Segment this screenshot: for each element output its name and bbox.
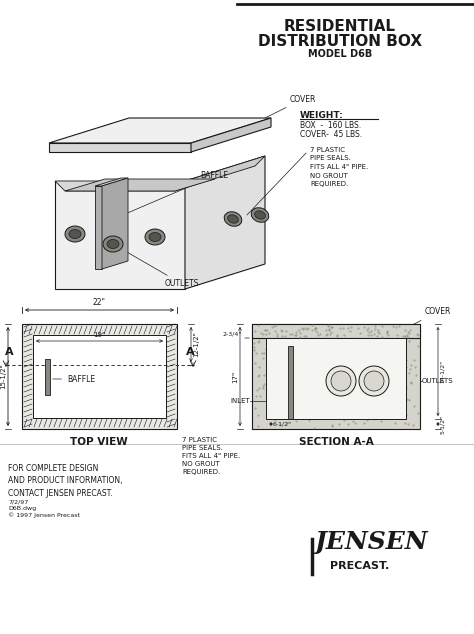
Bar: [252, 324, 420, 429]
Polygon shape: [49, 118, 271, 143]
Circle shape: [364, 371, 384, 391]
Text: INLET: INLET: [230, 398, 250, 404]
Bar: [45, 359, 50, 395]
Text: A: A: [5, 347, 13, 357]
Text: 7/2/97
D6B.dwg
© 1997 Jensen Precast: 7/2/97 D6B.dwg © 1997 Jensen Precast: [8, 499, 80, 518]
Text: SECTION A-A: SECTION A-A: [299, 437, 374, 447]
Ellipse shape: [228, 215, 238, 223]
Circle shape: [331, 371, 351, 391]
Ellipse shape: [103, 236, 123, 252]
Ellipse shape: [69, 230, 81, 238]
Bar: [266, 338, 406, 419]
Polygon shape: [102, 178, 128, 269]
Text: 7 PLASTIC
PIPE SEALS.
FITS ALL 4" PIPE.
NO GROUT
REQUIRED.: 7 PLASTIC PIPE SEALS. FITS ALL 4" PIPE. …: [182, 437, 240, 475]
Text: BAFFLE: BAFFLE: [53, 375, 95, 384]
Text: 5-1/2": 5-1/2": [440, 415, 445, 434]
Text: COVER: COVER: [402, 307, 451, 330]
Polygon shape: [175, 156, 265, 191]
Polygon shape: [95, 178, 128, 186]
Text: RESIDENTIAL: RESIDENTIAL: [284, 19, 396, 34]
Ellipse shape: [65, 226, 85, 242]
Polygon shape: [191, 118, 271, 152]
Text: OUTLETS: OUTLETS: [422, 378, 454, 384]
Polygon shape: [185, 156, 265, 289]
Text: TOP VIEW: TOP VIEW: [70, 437, 128, 447]
Text: 17": 17": [232, 370, 238, 382]
Polygon shape: [55, 181, 185, 191]
Text: PRECAST.: PRECAST.: [330, 561, 389, 571]
Ellipse shape: [145, 229, 165, 245]
Text: 7 PLASTIC
PIPE SEALS.
FITS ALL 4" PIPE.
NO GROUT
REQUIRED.: 7 PLASTIC PIPE SEALS. FITS ALL 4" PIPE. …: [310, 147, 368, 187]
Ellipse shape: [149, 233, 161, 242]
Polygon shape: [55, 181, 185, 289]
Bar: [252, 324, 420, 338]
Text: BOX  -  160 LBS.: BOX - 160 LBS.: [300, 121, 361, 130]
Text: 22": 22": [93, 298, 106, 307]
Ellipse shape: [251, 208, 269, 223]
Bar: [288, 346, 293, 419]
Text: 15-1/2": 15-1/2": [0, 364, 6, 389]
Polygon shape: [95, 186, 102, 269]
Text: A: A: [186, 347, 194, 357]
Text: 12-1/2": 12-1/2": [193, 332, 199, 358]
Ellipse shape: [107, 240, 119, 249]
Polygon shape: [65, 179, 215, 191]
Text: MODEL D6B: MODEL D6B: [308, 49, 372, 59]
Text: BAFFLE: BAFFLE: [295, 331, 336, 353]
Text: WEIGHT:: WEIGHT:: [300, 111, 344, 120]
Text: OUTLETS: OUTLETS: [115, 245, 200, 288]
Text: 19": 19": [93, 332, 106, 338]
Text: 14-1/2": 14-1/2": [440, 360, 445, 383]
Polygon shape: [49, 143, 191, 152]
Text: JENSEN: JENSEN: [315, 530, 428, 554]
Text: 2-3/4": 2-3/4": [338, 328, 357, 333]
Text: 15": 15": [331, 406, 341, 411]
Circle shape: [359, 366, 389, 396]
Ellipse shape: [255, 210, 265, 219]
Bar: [33, 335, 166, 418]
Text: 2-3/4": 2-3/4": [223, 332, 242, 337]
Ellipse shape: [224, 212, 242, 226]
Text: COVER-  45 LBS.: COVER- 45 LBS.: [300, 130, 362, 139]
Bar: [22, 324, 177, 429]
Text: 6-1/2": 6-1/2": [273, 422, 292, 427]
Circle shape: [326, 366, 356, 396]
Text: BAFFLE: BAFFLE: [107, 172, 228, 222]
Text: DISTRIBUTION BOX: DISTRIBUTION BOX: [258, 34, 422, 49]
Text: COVER: COVER: [264, 94, 316, 119]
Text: FOR COMPLETE DESIGN
AND PRODUCT INFORMATION,
CONTACT JENSEN PRECAST.: FOR COMPLETE DESIGN AND PRODUCT INFORMAT…: [8, 464, 122, 498]
